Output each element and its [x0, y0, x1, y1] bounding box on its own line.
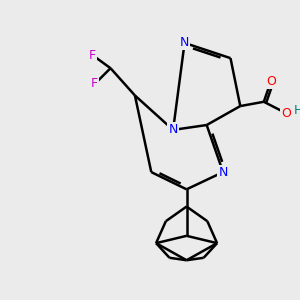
Text: O: O — [281, 107, 291, 120]
Text: O: O — [266, 75, 276, 88]
Text: N: N — [218, 166, 228, 178]
Text: N: N — [168, 123, 178, 136]
Text: H: H — [294, 104, 300, 118]
Text: F: F — [91, 77, 98, 91]
Text: N: N — [180, 36, 189, 50]
Text: F: F — [89, 49, 96, 62]
